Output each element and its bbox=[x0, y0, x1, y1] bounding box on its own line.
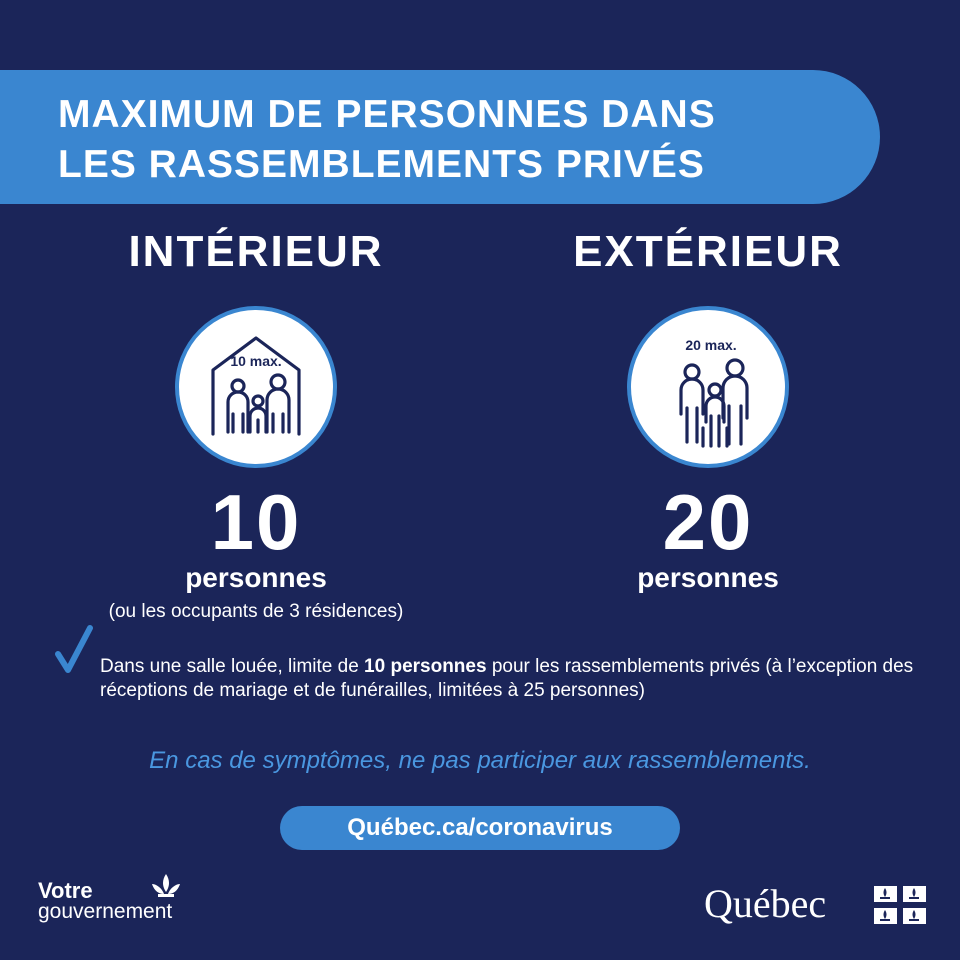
symptoms-warning: En cas de symptômes, ne pas participer a… bbox=[149, 747, 811, 774]
outdoor-icon-label: 20 max. bbox=[685, 337, 736, 353]
indoor-heading: INTÉRIEUR bbox=[128, 227, 384, 276]
indoor-icon-circle: 10 max. bbox=[175, 306, 337, 468]
outdoor-max-number: 20 bbox=[662, 478, 754, 566]
coronavirus-url-link[interactable]: Québec.ca/coronavirus bbox=[280, 806, 680, 850]
quebec-flag-icon bbox=[874, 886, 926, 924]
banner-title-line-1: MAXIMUM DE PERSONNES DANS bbox=[58, 93, 716, 136]
outdoor-column: EXTÉRIEUR 20 max. 20 personnes bbox=[538, 222, 878, 594]
title-banner: MAXIMUM DE PERSONNES DANS LES RASSEMBLEM… bbox=[0, 70, 880, 204]
quebec-wordmark: Québec bbox=[704, 881, 827, 926]
rented-hall-note: Dans une salle louée, limite de 10 perso… bbox=[100, 655, 930, 703]
logo-line-votre: Votre bbox=[38, 878, 93, 903]
house-family-icon: 10 max. bbox=[211, 336, 301, 436]
indoor-unit: personnes bbox=[185, 562, 327, 593]
indoor-icon-label: 10 max. bbox=[230, 353, 281, 369]
outdoor-icon-circle: 20 max. bbox=[627, 306, 789, 468]
checkmark-icon bbox=[55, 625, 93, 673]
fleur-de-lis-icon bbox=[152, 874, 180, 897]
banner-title-line-2: LES RASSEMBLEMENTS PRIVÉS bbox=[58, 143, 705, 186]
outdoor-unit: personnes bbox=[637, 562, 779, 593]
rented-hall-note-text-2: pour les rassemblements privés (à l’exce… bbox=[100, 656, 914, 701]
rented-hall-note-bold: 10 personnes bbox=[364, 656, 487, 677]
quebec-logo: Québec bbox=[704, 878, 934, 932]
indoor-column: INTÉRIEUR 10 max. 10 personnes (ou les o… bbox=[86, 222, 426, 626]
indoor-max-number: 10 bbox=[210, 478, 302, 566]
indoor-note: (ou les occupants de 3 résidences) bbox=[108, 601, 404, 622]
group-people-icon: 20 max. bbox=[679, 337, 749, 448]
votre-gouvernement-logo: Votre gouvernement bbox=[38, 872, 238, 932]
rented-hall-note-text-1: Dans une salle louée, limite de bbox=[100, 656, 365, 677]
logo-line-gouvernement: gouvernement bbox=[38, 900, 173, 923]
outdoor-heading: EXTÉRIEUR bbox=[573, 227, 843, 276]
